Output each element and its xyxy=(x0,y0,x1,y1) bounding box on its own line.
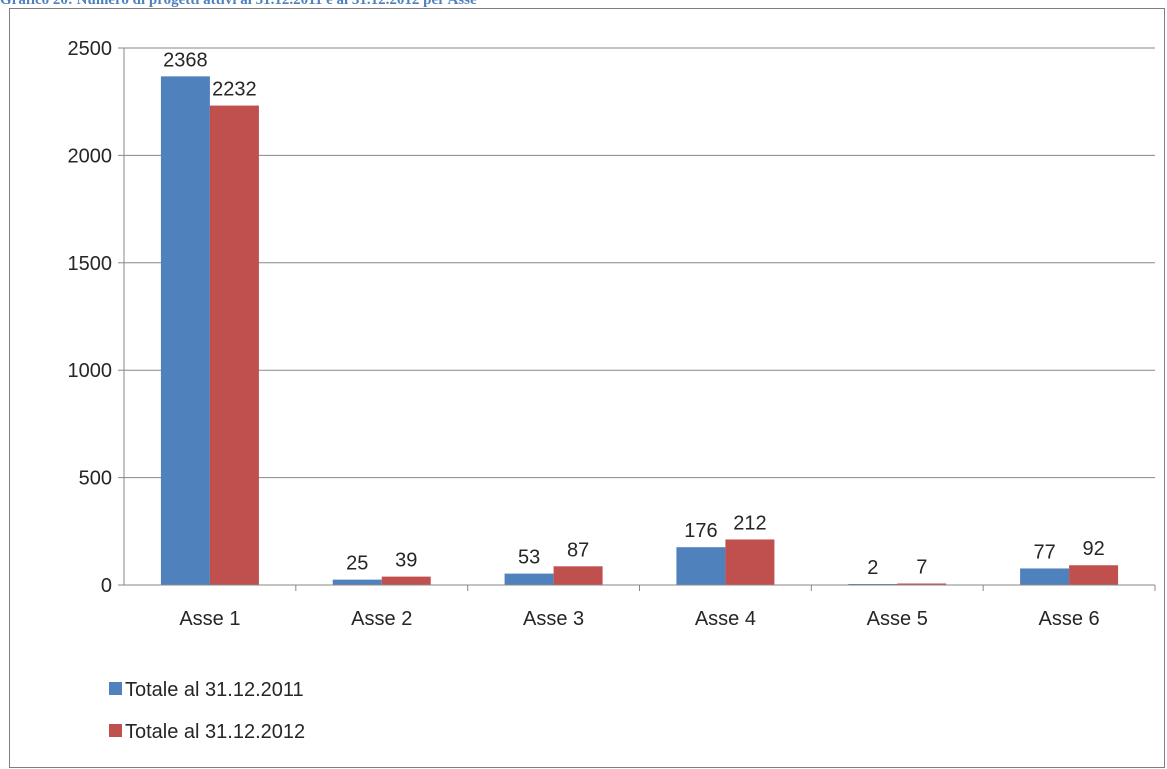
data-label: 212 xyxy=(733,512,766,534)
x-tick-label: Asse 6 xyxy=(1039,608,1100,630)
legend: Totale al 31.12.2011 Totale al 31.12.201… xyxy=(109,679,305,743)
x-tick-label: Asse 4 xyxy=(695,608,756,630)
data-label: 92 xyxy=(1082,538,1104,560)
y-tick-label: 1000 xyxy=(68,360,113,382)
legend-label-2011: Totale al 31.12.2011 xyxy=(125,679,304,701)
bar-2012 xyxy=(209,105,259,585)
data-label: 87 xyxy=(567,539,589,561)
data-label: 2368 xyxy=(163,49,208,71)
data-label: 2 xyxy=(867,557,878,579)
y-tick-label: 0 xyxy=(101,575,112,597)
bars xyxy=(160,76,1119,585)
figure-caption: Grafico 20: Numero di progetti attivi al… xyxy=(0,0,477,8)
y-tick-label: 1500 xyxy=(68,253,113,275)
bar-2012 xyxy=(725,539,775,585)
legend-label-2012: Totale al 31.12.2012 xyxy=(125,721,305,743)
data-label: 25 xyxy=(346,553,368,575)
data-label: 176 xyxy=(684,520,717,542)
data-label: 39 xyxy=(395,550,417,572)
bar-2012 xyxy=(381,576,431,585)
x-tick-label: Asse 3 xyxy=(523,608,584,630)
legend-swatch-2011 xyxy=(109,682,122,695)
axes: 0 500 1000 1500 2000 2500 Asse 1 Asse 2 Asse 3 As… xyxy=(68,38,1156,630)
y-tick-label: 2000 xyxy=(68,145,113,167)
data-label: 77 xyxy=(1033,541,1055,563)
bar-2011 xyxy=(332,579,382,585)
bar-2012 xyxy=(1069,565,1119,585)
bar-2011 xyxy=(504,573,554,585)
bar-2012 xyxy=(897,583,947,585)
gridlines xyxy=(124,47,1155,479)
bar-2011 xyxy=(1020,568,1070,585)
y-tick-label: 500 xyxy=(79,468,112,490)
chart-frame xyxy=(9,8,1165,768)
bar-2012 xyxy=(553,566,603,585)
legend-swatch-2012 xyxy=(109,724,122,737)
x-tick-label: Asse 5 xyxy=(867,608,928,630)
data-label: 7 xyxy=(916,556,927,578)
bar-2011 xyxy=(676,547,726,585)
y-tick-label: 2500 xyxy=(68,38,113,60)
data-label: 2232 xyxy=(212,79,257,101)
bar-2011 xyxy=(160,76,210,585)
x-tick-label: Asse 1 xyxy=(179,608,240,630)
x-tick-label: Asse 2 xyxy=(351,608,412,630)
data-label: 53 xyxy=(518,547,540,569)
